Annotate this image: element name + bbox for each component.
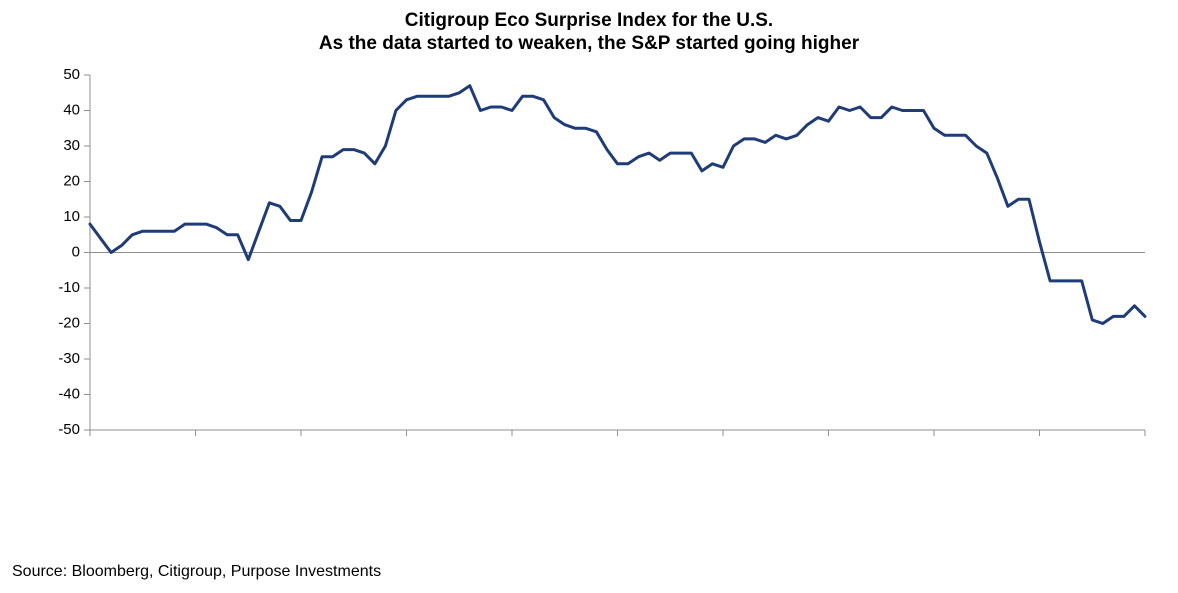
svg-text:10: 10 bbox=[63, 208, 80, 225]
svg-text:-50: -50 bbox=[58, 421, 80, 438]
svg-text:-10: -10 bbox=[58, 279, 80, 296]
chart-title-line1: Citigroup Eco Surprise Index for the U.S… bbox=[0, 10, 1178, 33]
svg-text:-20: -20 bbox=[58, 314, 80, 331]
svg-text:-40: -40 bbox=[58, 385, 80, 402]
svg-text:-30: -30 bbox=[58, 350, 80, 367]
svg-text:0: 0 bbox=[72, 243, 80, 260]
chart-title-line2: As the data started to weaken, the S&P s… bbox=[0, 33, 1178, 56]
svg-text:30: 30 bbox=[63, 137, 80, 154]
eco-surprise-chart: Citigroup Eco Surprise Index for the U.S… bbox=[0, 0, 1178, 593]
source-text: Source: Bloomberg, Citigroup, Purpose In… bbox=[12, 563, 381, 581]
chart-title: Citigroup Eco Surprise Index for the U.S… bbox=[0, 10, 1178, 56]
svg-text:50: 50 bbox=[63, 66, 80, 83]
svg-text:20: 20 bbox=[63, 172, 80, 189]
svg-text:40: 40 bbox=[63, 101, 80, 118]
chart-canvas: 50403020100-10-20-30-40-5029-Dec-2312-Ja… bbox=[0, 0, 1178, 593]
